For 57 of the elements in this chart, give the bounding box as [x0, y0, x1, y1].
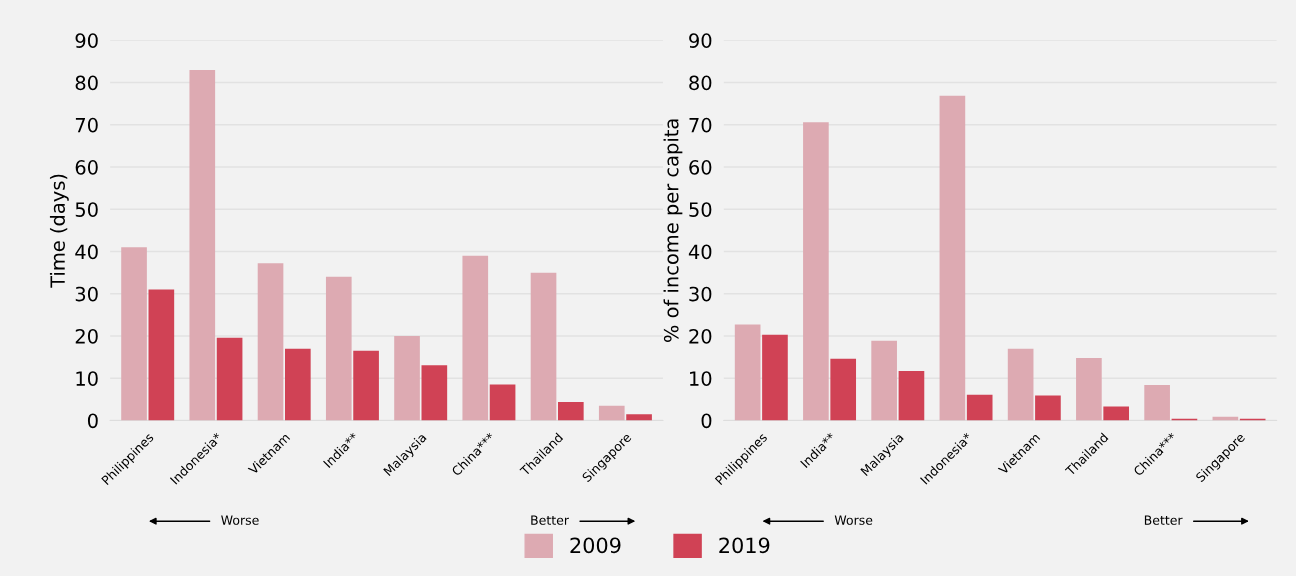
bar [257, 263, 284, 421]
y-tick-label: 90 [75, 33, 98, 48]
y-tick-label: 10 [76, 371, 98, 386]
text: Better [1144, 515, 1183, 525]
y-tick-label: 50 [689, 202, 712, 217]
y-tick-label: 70 [689, 117, 712, 133]
y-tick-label: 50 [75, 202, 98, 217]
bar [966, 394, 993, 421]
y-tick-label: 0 [87, 413, 98, 429]
bar [1144, 385, 1170, 421]
text: Worse [834, 515, 873, 525]
bar [871, 340, 897, 421]
text: Better [531, 515, 569, 525]
bar [898, 371, 925, 421]
y-tick-label: 90 [689, 33, 712, 48]
bar [394, 336, 420, 421]
y-tick-label: 80 [75, 75, 98, 91]
bar [598, 405, 625, 421]
y-axis-title: Time (days) [49, 174, 69, 288]
y-tick-label: 10 [690, 371, 712, 386]
bar [421, 365, 448, 421]
bar [1007, 348, 1034, 421]
bar [939, 95, 966, 421]
y-tick-label: 60 [689, 160, 712, 175]
text: Worse [221, 515, 259, 525]
y-tick-label: 70 [75, 117, 98, 133]
y-tick-label: 40 [688, 244, 712, 260]
y-tick-label: 30 [75, 286, 98, 302]
bar [734, 324, 761, 421]
y-tick-label: 40 [75, 244, 98, 260]
bar [462, 255, 489, 421]
y-tick-label: 20 [689, 328, 712, 344]
bar [1103, 406, 1130, 421]
bar [530, 272, 557, 421]
bar [762, 334, 788, 421]
y-tick-label: 30 [689, 286, 712, 302]
legend-label: 2019 [719, 537, 770, 554]
bar [216, 337, 243, 421]
bar [121, 247, 147, 421]
bar [1076, 357, 1102, 421]
bar [325, 276, 352, 421]
y-tick-label: 0 [701, 413, 712, 429]
bar [189, 69, 216, 421]
bar [830, 358, 857, 421]
y-tick-label: 80 [689, 75, 712, 91]
bar [557, 401, 584, 421]
bar [148, 289, 175, 421]
bar [803, 122, 829, 421]
bar [353, 350, 379, 421]
y-tick-label: 60 [75, 160, 98, 175]
bar [1035, 395, 1061, 421]
y-axis-title: % of income per capita [663, 119, 683, 342]
bar [285, 348, 311, 421]
y-tick-label: 20 [75, 328, 98, 344]
legend-label: 2009 [570, 537, 621, 554]
bar [626, 414, 652, 421]
bar [489, 384, 516, 421]
